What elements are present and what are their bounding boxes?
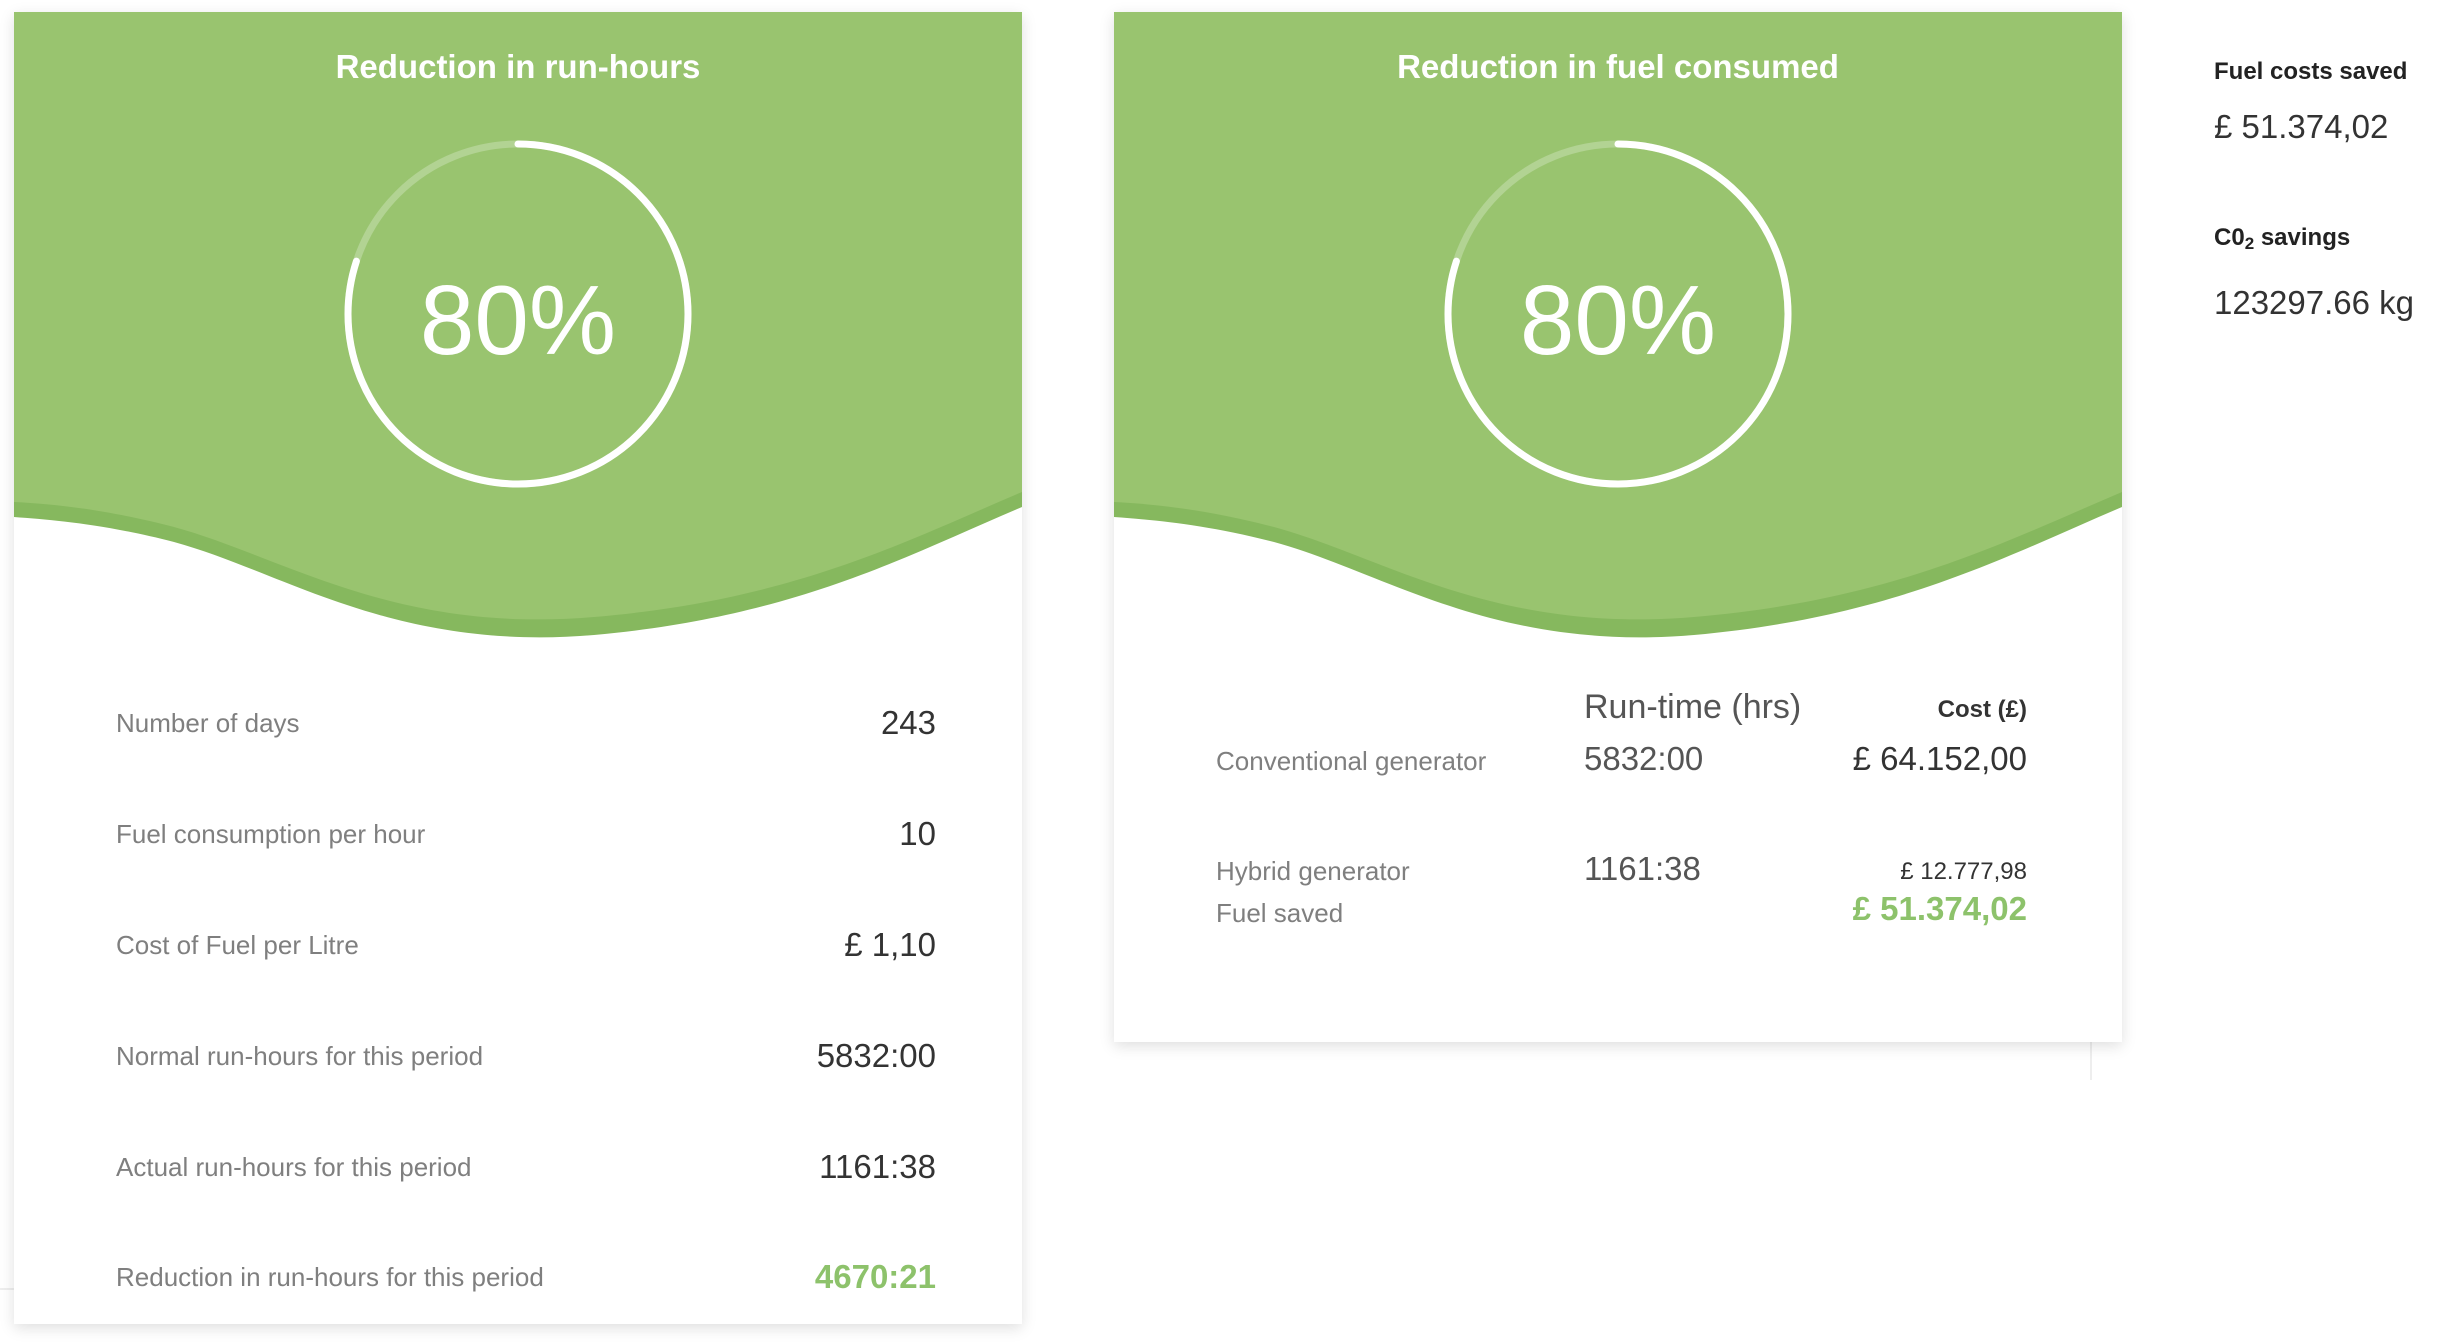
run-hours-hero: Reduction in run-hours 80%	[14, 12, 1022, 652]
fuel-costs-saved-value: £ 51.374,02	[2214, 108, 2389, 145]
conventional-label: Conventional generator	[1216, 746, 1487, 776]
fuel-consumed-card: Reduction in fuel consumed 80%	[1114, 12, 2122, 1042]
fuel-saved-label: Fuel saved	[1216, 898, 1344, 928]
row-label: Reduction in run-hours for this period	[116, 1262, 544, 1292]
conventional-runtime: 5832:00	[1584, 740, 1704, 777]
conventional-cost: £ 64.152,00	[1852, 740, 2027, 777]
row-value: 5832:00	[816, 1037, 936, 1074]
row-value: 1161:38	[819, 1148, 936, 1185]
hybrid-label: Hybrid generator	[1216, 856, 1410, 886]
co2-savings-value: 123297.66 kg	[2214, 284, 2415, 321]
fuel-costs-saved-title: Fuel costs saved	[2214, 58, 2408, 85]
hybrid-runtime: 1161:38	[1584, 850, 1701, 887]
row-fuel-consumption: Fuel consumption per hour 10	[116, 815, 936, 855]
runtime-column-header: Run-time (hrs)	[1584, 688, 1802, 726]
row-value: 243	[880, 704, 936, 741]
hero-wave-background	[1114, 12, 2122, 638]
row-number-of-days: Number of days 243	[116, 704, 936, 744]
fuel-percent: 80%	[1519, 265, 1717, 375]
row-value: £ 1,10	[844, 926, 936, 963]
row-actual-run-hours: Actual run-hours for this period 1161:38	[116, 1148, 936, 1188]
run-hours-title: Reduction in run-hours	[335, 48, 701, 85]
progress-ring	[1444, 140, 1792, 488]
row-label: Normal run-hours for this period	[116, 1041, 484, 1071]
progress-ring	[344, 140, 692, 488]
row-label: Cost of Fuel per Litre	[116, 930, 359, 960]
row-label: Fuel consumption per hour	[116, 819, 426, 849]
co2-savings-title: C02 savings	[2214, 224, 2351, 254]
cost-column-header: Cost (£)	[1937, 696, 2027, 723]
run-hours-percent: 80%	[419, 265, 617, 375]
row-value: 10	[899, 815, 936, 852]
row-normal-run-hours: Normal run-hours for this period 5832:00	[116, 1037, 936, 1077]
hero-wave-background	[14, 12, 1022, 638]
row-value: 4670:21	[814, 1258, 936, 1295]
row-reduction-run-hours: Reduction in run-hours for this period 4…	[116, 1258, 936, 1298]
page-edge-line	[0, 1288, 14, 1290]
fuel-saved-cost: £ 51.374,02	[1852, 890, 2027, 927]
row-label: Number of days	[116, 708, 300, 738]
hybrid-cost: £ 12.777,98	[1900, 858, 2027, 885]
fuel-hero: Reduction in fuel consumed 80%	[1114, 12, 2122, 652]
row-cost-of-fuel: Cost of Fuel per Litre £ 1,10	[116, 926, 936, 966]
row-label: Actual run-hours for this period	[116, 1152, 472, 1182]
run-hours-card: Reduction in run-hours 80% Number of day…	[14, 12, 1022, 1324]
fuel-title: Reduction in fuel consumed	[1397, 48, 1839, 85]
